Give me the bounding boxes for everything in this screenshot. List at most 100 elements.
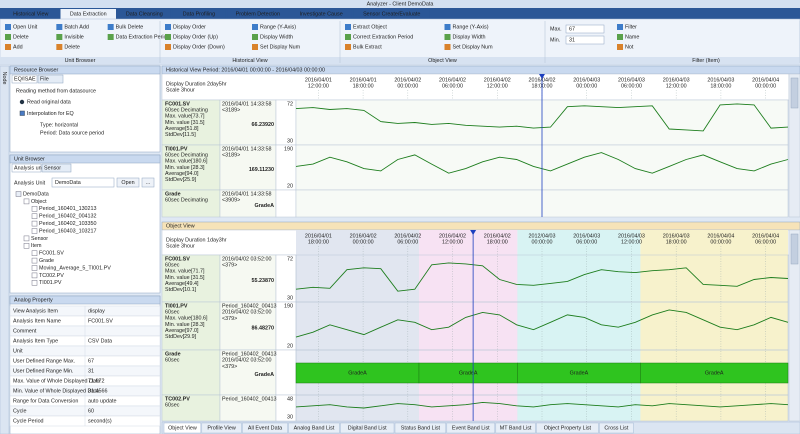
ribbon-icon[interactable] bbox=[252, 24, 258, 30]
ribbon-icon[interactable] bbox=[5, 34, 11, 40]
menu-tab[interactable] bbox=[290, 9, 352, 19]
ribbon-icon[interactable] bbox=[5, 44, 11, 50]
ribbon-button[interactable]: Add bbox=[13, 44, 23, 50]
tree-checkbox[interactable] bbox=[31, 280, 38, 286]
menu-tab[interactable] bbox=[3, 9, 59, 19]
bottom-tab[interactable] bbox=[163, 422, 202, 434]
range-value[interactable]: 31 bbox=[569, 37, 575, 43]
option[interactable]: Read original data bbox=[27, 99, 71, 105]
tree-item[interactable]: Period_160401_130213 bbox=[39, 206, 97, 212]
range-input[interactable] bbox=[565, 24, 605, 34]
ribbon-icon[interactable] bbox=[56, 24, 63, 30]
ribbon-button[interactable]: Display Width bbox=[453, 34, 486, 40]
ribbon-icon[interactable] bbox=[252, 34, 258, 40]
ribbon-icon[interactable] bbox=[5, 24, 11, 30]
panel-tab-label[interactable]: File bbox=[40, 76, 49, 82]
ribbon-icon[interactable] bbox=[617, 24, 623, 30]
ribbon-icon[interactable] bbox=[617, 34, 623, 40]
tree-checkbox[interactable] bbox=[23, 235, 30, 242]
menu-tab-label[interactable]: Investigate Cause bbox=[300, 11, 343, 17]
tree-checkbox[interactable] bbox=[31, 250, 38, 256]
panel-tab-label[interactable]: EQ/ISAE bbox=[14, 76, 36, 82]
ribbon-icon[interactable] bbox=[444, 24, 451, 30]
ribbon-button[interactable]: Data Extraction Period bbox=[116, 34, 170, 40]
ribbon-icon[interactable] bbox=[165, 44, 171, 50]
panel-tab[interactable] bbox=[37, 74, 64, 84]
bottom-tab-label[interactable]: Profile View bbox=[207, 425, 235, 431]
ribbon-button[interactable]: Invisible bbox=[64, 34, 83, 40]
ribbon-icon[interactable] bbox=[617, 44, 623, 50]
ribbon-icon[interactable] bbox=[165, 34, 171, 40]
tree-checkbox[interactable] bbox=[23, 198, 30, 205]
ribbon-icon[interactable] bbox=[107, 34, 114, 40]
tree-item[interactable]: Period_160402_004132 bbox=[39, 214, 97, 220]
bottom-tab-label[interactable]: Status Band List bbox=[401, 425, 441, 431]
bottom-tab-label[interactable]: Analog Band List bbox=[294, 425, 335, 431]
tree-item[interactable]: Item bbox=[31, 243, 42, 249]
tree-item[interactable]: TC002.PV bbox=[39, 273, 64, 279]
ribbon-button[interactable]: Correct Extraction Period bbox=[353, 34, 413, 40]
bottom-tab-label[interactable]: Object Property List bbox=[544, 425, 592, 431]
tree-checkbox[interactable] bbox=[15, 191, 22, 197]
option[interactable]: Interpolation for EQ bbox=[27, 111, 74, 117]
tree-checkbox[interactable] bbox=[31, 265, 38, 271]
bottom-tab[interactable] bbox=[288, 422, 340, 434]
button[interactable] bbox=[141, 177, 155, 188]
ribbon-icon[interactable] bbox=[444, 44, 451, 50]
ribbon-button[interactable]: Range (Y-Axis) bbox=[260, 24, 296, 30]
bottom-tab[interactable] bbox=[201, 422, 242, 434]
tree-item[interactable]: Grade bbox=[39, 258, 54, 264]
ribbon-icon[interactable] bbox=[345, 44, 351, 50]
menu-tab-label[interactable]: Data Extraction bbox=[70, 11, 107, 17]
menu-tab-label[interactable]: Historical View bbox=[13, 11, 48, 17]
tree-item[interactable]: DemoData bbox=[23, 191, 49, 197]
button[interactable] bbox=[116, 177, 140, 188]
tree-checkbox[interactable] bbox=[23, 243, 30, 249]
ribbon-icon[interactable] bbox=[165, 24, 171, 30]
panel-tab-label[interactable]: Sensor bbox=[44, 165, 61, 171]
menu-tab-label[interactable]: Data Cleansing bbox=[126, 11, 163, 17]
bottom-tab[interactable] bbox=[394, 422, 447, 434]
menu-tab[interactable] bbox=[227, 9, 289, 19]
tree-checkbox[interactable] bbox=[31, 272, 38, 279]
button-label[interactable]: ... bbox=[146, 180, 151, 186]
ribbon-icon[interactable] bbox=[107, 24, 114, 30]
ribbon-button[interactable]: Not bbox=[625, 44, 634, 50]
menu-tab-label[interactable]: Problem Detection bbox=[236, 11, 280, 17]
menu-tab-label[interactable]: Sensor Create/Evaluate bbox=[363, 11, 420, 17]
bottom-tab[interactable] bbox=[495, 422, 536, 434]
side-tab[interactable]: Node bbox=[1, 72, 7, 85]
tree-checkbox[interactable] bbox=[31, 257, 38, 264]
ribbon-button[interactable]: Display Order (Down) bbox=[173, 44, 225, 50]
button-label[interactable]: Open bbox=[121, 180, 134, 186]
ribbon-icon[interactable] bbox=[252, 44, 258, 50]
ribbon-button[interactable]: Delete bbox=[13, 34, 29, 40]
bottom-tab-label[interactable]: Object View bbox=[168, 425, 197, 431]
panel-tab[interactable] bbox=[41, 163, 72, 173]
bottom-tab-label[interactable]: All Event Data bbox=[248, 425, 282, 431]
ribbon-icon[interactable] bbox=[345, 24, 351, 30]
bottom-tab[interactable] bbox=[446, 422, 496, 434]
ribbon-icon[interactable] bbox=[56, 34, 63, 40]
tree-item[interactable]: Period_160402_103350 bbox=[39, 221, 97, 227]
menu-tab[interactable] bbox=[60, 9, 117, 19]
ribbon-button[interactable]: Delete bbox=[64, 44, 80, 50]
ribbon-button[interactable]: Name bbox=[625, 34, 639, 40]
menu-tab[interactable] bbox=[353, 9, 430, 19]
bottom-tab[interactable] bbox=[242, 422, 288, 434]
checkbox[interactable] bbox=[19, 110, 25, 116]
tree-item[interactable]: Sensor bbox=[31, 236, 48, 242]
ribbon-button[interactable]: Display Order bbox=[173, 24, 206, 30]
bottom-tab-label[interactable]: Digital Band List bbox=[348, 425, 387, 431]
ribbon-icon[interactable] bbox=[444, 34, 451, 40]
ribbon-button[interactable]: Extract Object bbox=[353, 24, 387, 30]
menu-tab[interactable] bbox=[172, 9, 226, 19]
bottom-tab-label[interactable]: Event Band List bbox=[452, 425, 490, 431]
tree-item[interactable]: Moving_Average_5_TI001.PV bbox=[39, 265, 111, 271]
bottom-tab[interactable] bbox=[599, 422, 634, 434]
tree-item[interactable]: Object bbox=[31, 199, 47, 205]
tree-item[interactable]: FC001.SV bbox=[39, 251, 64, 257]
panel-tab[interactable] bbox=[11, 74, 38, 84]
tree-checkbox[interactable] bbox=[31, 220, 38, 227]
ribbon-button[interactable]: Range (Y-Axis) bbox=[453, 24, 489, 30]
